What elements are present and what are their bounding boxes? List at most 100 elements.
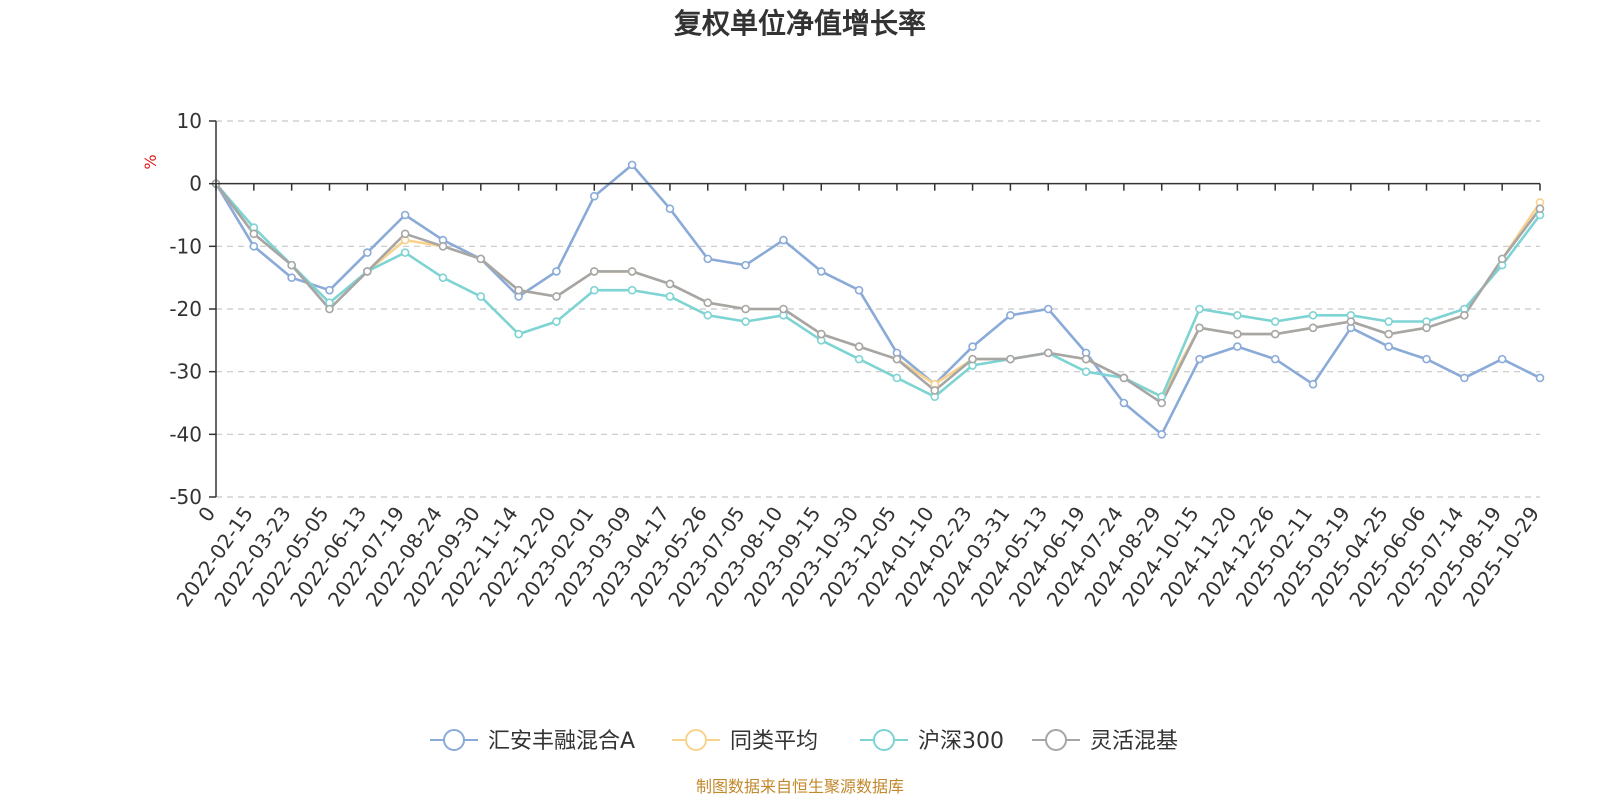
series-0-point (325, 285, 334, 295)
series-2-point (589, 285, 599, 295)
series-3-point (1233, 329, 1242, 339)
series-2-point (1384, 317, 1393, 326)
series-0-point (779, 235, 788, 245)
series-3-point (930, 386, 940, 395)
legend-item-1[interactable]: 同类平均 (672, 729, 818, 754)
series-line-0 (214, 163, 1541, 436)
series-2-point (1308, 310, 1318, 320)
series-0-point (741, 260, 750, 270)
series-3-point (1346, 317, 1356, 326)
series-3-point (552, 292, 561, 301)
series-0-point (1535, 373, 1545, 383)
series-3-point (1460, 310, 1469, 320)
y-tick-label: -10 (169, 234, 202, 258)
series-0-point (1422, 354, 1431, 364)
series-3-point (1081, 354, 1091, 364)
y-tick-label: -20 (169, 297, 202, 321)
y-axis-unit: % (141, 154, 160, 169)
legend-label: 同类平均 (730, 729, 818, 754)
series-2-point (665, 292, 675, 301)
source-note: 制图数据来自恒生聚源数据库 (696, 777, 904, 796)
series-line-2 (215, 182, 1542, 399)
series-3-point (741, 304, 750, 314)
series-2-point (741, 317, 750, 326)
series-0-point (1384, 342, 1393, 351)
series-3-point (438, 242, 448, 251)
grid-lines (216, 120, 1540, 498)
series-0-point (363, 248, 372, 257)
series-0-point (1270, 354, 1280, 364)
series-3-point (779, 304, 788, 314)
chart-title: 复权单位净值增长率 (674, 7, 926, 40)
series-2-point (892, 373, 902, 383)
series-0-point (1195, 354, 1204, 364)
series-2-point (400, 248, 410, 257)
legend-label: 汇安丰融混合A (488, 729, 635, 754)
series-0-point (665, 204, 675, 214)
legend-item-2[interactable]: 沪深300 (860, 729, 1004, 754)
series-3-point (892, 354, 902, 364)
series-0-point (589, 191, 599, 201)
series-0-point (1308, 379, 1318, 389)
series-0-point (968, 342, 977, 351)
series-3-point (1157, 398, 1167, 408)
series-3-point (816, 329, 826, 339)
legend-marker-icon (873, 729, 895, 751)
series-0-point (400, 210, 410, 220)
series-0-point (1006, 310, 1015, 320)
series-3-point (968, 354, 977, 364)
series-3-point (363, 267, 372, 276)
legend-item-3[interactable]: 灵活混基 (1032, 729, 1178, 754)
legend-marker-icon (1045, 729, 1067, 751)
series-line-3 (214, 182, 1542, 405)
series-3-point (287, 260, 296, 270)
series-0-point (1460, 373, 1469, 383)
series-2-point (1270, 317, 1280, 326)
series-0-point (552, 267, 561, 276)
series-lines (211, 160, 1545, 439)
y-tick-label: 0 (189, 172, 202, 196)
series-0-point (703, 254, 713, 264)
legend: 汇安丰融混合A 同类平均 沪深300 灵活混基 (430, 729, 1178, 754)
series-3-point (400, 229, 410, 239)
legend-label: 沪深300 (918, 729, 1004, 754)
series-3-point (589, 267, 599, 276)
series-0-point (1119, 398, 1129, 408)
legend-label: 灵活混基 (1090, 729, 1178, 754)
series-3-point (1043, 348, 1053, 358)
series-2-point (1233, 310, 1242, 320)
series-3-point (514, 285, 523, 295)
series-3-point (1535, 204, 1545, 214)
series-3-point (1422, 323, 1431, 333)
series-0-point (854, 285, 864, 295)
series-2-point (703, 310, 713, 320)
series-3-point (249, 229, 259, 239)
y-tick-label: -40 (169, 422, 202, 446)
series-2-point (854, 354, 864, 364)
series-3-point (665, 279, 675, 289)
series-2-point (552, 317, 561, 326)
y-tick-label: -50 (169, 485, 202, 509)
legend-marker-icon (443, 729, 465, 751)
y-tick-label: 10 (177, 109, 202, 133)
series-3-point (1006, 354, 1015, 364)
series-0-point (1497, 354, 1507, 364)
series-3-point (1195, 323, 1204, 333)
series-2-point (476, 292, 486, 301)
series-3-point (703, 298, 713, 308)
series-0-point (1157, 430, 1167, 439)
series-3-point (1270, 329, 1280, 339)
series-3-point (1497, 254, 1507, 264)
series-2-point (438, 273, 448, 282)
legend-item-0[interactable]: 汇安丰融混合A (430, 729, 635, 754)
series-3-point (854, 342, 864, 351)
series-3-point (325, 304, 334, 314)
series-3-point (1308, 323, 1318, 333)
series-3-point (1384, 329, 1393, 339)
series-2-point (627, 285, 637, 295)
series-0-point (249, 242, 259, 251)
legend-marker-icon (685, 729, 707, 751)
series-2-point (1081, 367, 1091, 376)
series-3-point (1119, 373, 1129, 383)
